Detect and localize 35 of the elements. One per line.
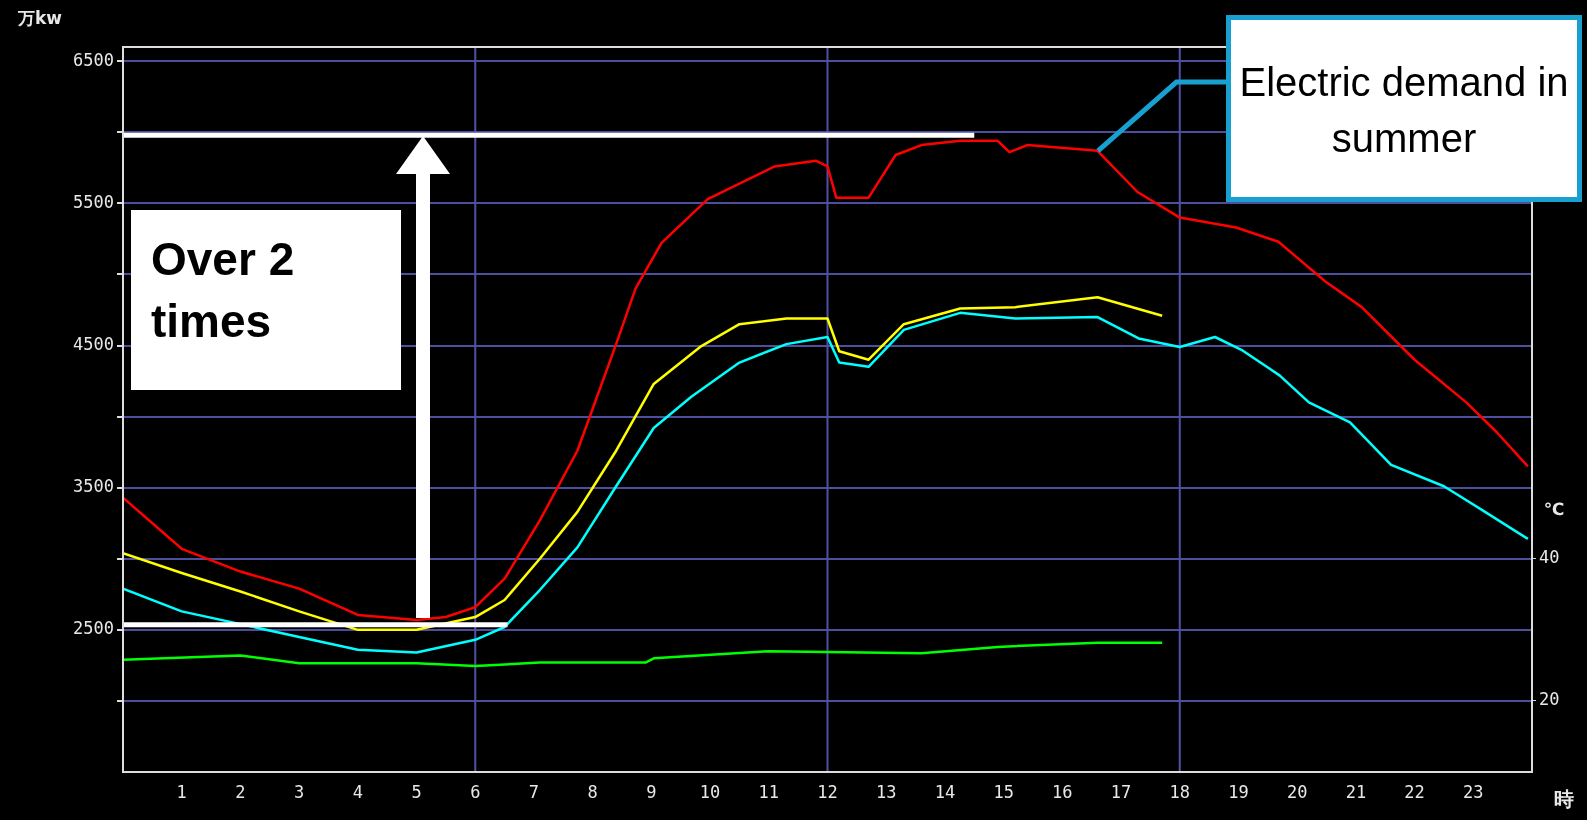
y-axis-title: 万kw bbox=[17, 8, 63, 28]
x-tick-label: 23 bbox=[1463, 781, 1484, 802]
x-tick-label: 13 bbox=[875, 781, 897, 802]
x-tick-label: 19 bbox=[1228, 781, 1249, 802]
x-axis-title: 時 bbox=[1554, 787, 1574, 811]
x-tick-label: 18 bbox=[1169, 781, 1190, 802]
y2-tick-label: 40 bbox=[1539, 547, 1560, 568]
x-tick-label: 17 bbox=[1110, 781, 1132, 802]
y2-axis-title: ℃ bbox=[1543, 499, 1565, 519]
x-tick-label: 2 bbox=[235, 781, 246, 802]
x-tick-label: 9 bbox=[646, 781, 657, 802]
x-tick-label: 5 bbox=[411, 781, 422, 802]
x-tick-label: 7 bbox=[528, 781, 540, 802]
y-tick-label: 4500 bbox=[73, 333, 114, 354]
x-tick-label: 3 bbox=[294, 781, 305, 802]
x-tick-label: 6 bbox=[470, 781, 481, 802]
x-tick-label: 8 bbox=[587, 781, 598, 802]
x-tick-label: 15 bbox=[993, 781, 1014, 802]
y-tick-label: 2500 bbox=[73, 618, 114, 639]
y-tick-label: 5500 bbox=[73, 191, 114, 212]
x-tick-label: 12 bbox=[817, 781, 838, 802]
x-tick-label: 16 bbox=[1052, 781, 1073, 802]
y-tick-label: 6500 bbox=[73, 49, 114, 70]
x-tick-label: 14 bbox=[934, 781, 956, 802]
x-tick-label: 4 bbox=[352, 781, 363, 802]
x-tick-label: 21 bbox=[1345, 781, 1367, 802]
y2-tick-label: 20 bbox=[1539, 689, 1560, 710]
x-tick-label: 1 bbox=[176, 781, 187, 802]
y-tick-label: 3500 bbox=[73, 476, 114, 497]
x-tick-label: 22 bbox=[1404, 781, 1425, 802]
x-tick-label: 10 bbox=[699, 781, 721, 802]
x-tick-label: 11 bbox=[758, 781, 780, 802]
x-tick-label: 20 bbox=[1286, 781, 1308, 802]
annotation: Over 2 times bbox=[131, 210, 401, 390]
annotation: Electric demand in summer bbox=[1226, 15, 1582, 202]
